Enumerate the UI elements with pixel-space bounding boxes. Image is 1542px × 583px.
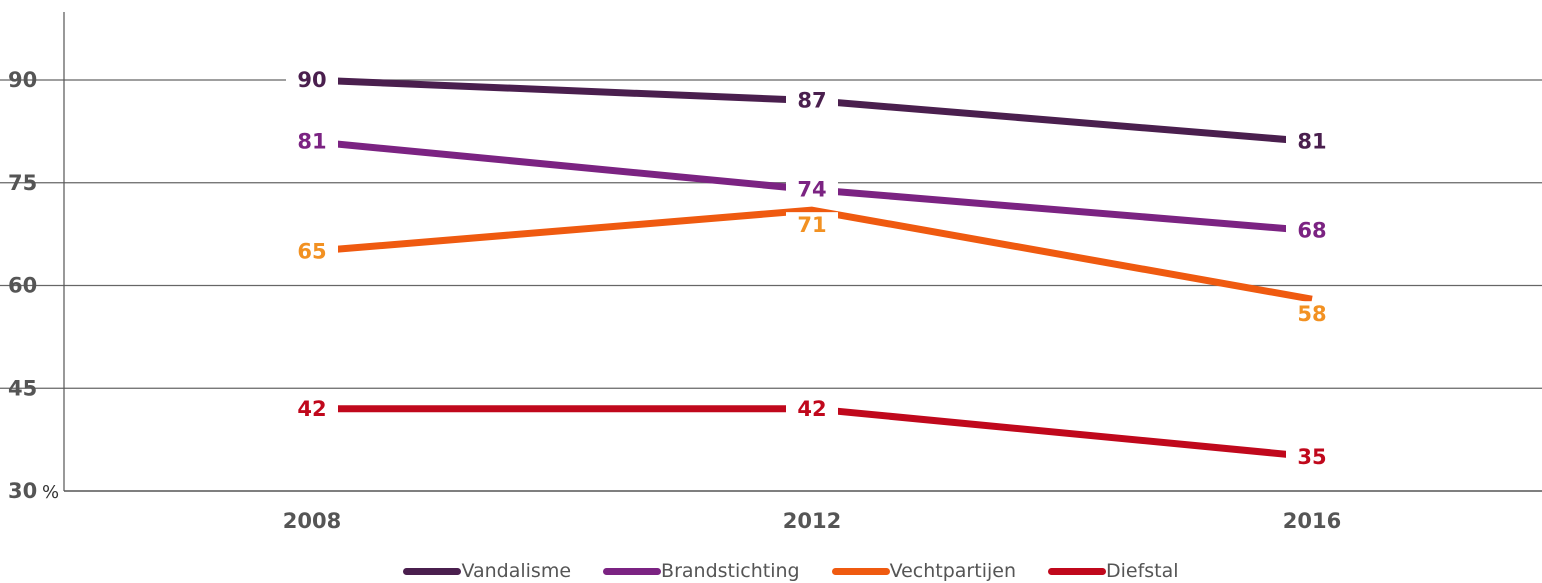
legend: Vandalisme Brandstichting Vechtpartijen Die…: [0, 559, 1542, 583]
data-label-bg: [286, 67, 338, 93]
data-label: 87: [797, 89, 826, 113]
data-label-bg: [1286, 301, 1338, 328]
data-labels: 90 87 81 81 74 68 65 71 58 42 42 35: [286, 67, 1338, 470]
x-tick-label: 2012: [783, 509, 841, 533]
x-tick-label: 2016: [1283, 509, 1341, 533]
legend-label: Vechtpartijen: [889, 560, 1016, 582]
y-tick-label: 60: [8, 274, 37, 298]
data-label-bg: [786, 176, 838, 203]
legend-item-vandalisme: Vandalisme: [403, 560, 571, 582]
y-tick-label: 90: [8, 68, 37, 92]
data-label-bg: [1286, 128, 1338, 155]
data-label-bg: [786, 395, 838, 422]
axes: 30 % 45 60 75 90 2008 2012 2016: [8, 12, 1341, 533]
data-label: 58: [1297, 302, 1326, 326]
data-label-bg: [786, 87, 838, 114]
data-label-bg: [286, 238, 338, 265]
legend-swatch: [403, 567, 462, 575]
data-label: 74: [797, 178, 826, 202]
legend-label: Diefstal: [1105, 560, 1179, 582]
data-label: 81: [297, 130, 326, 154]
legend-swatch: [831, 567, 890, 575]
series-line-vechtpartijen: [311, 206, 1313, 303]
data-label-bg: [1286, 217, 1338, 244]
data-label-bg: [286, 395, 338, 422]
data-label: 35: [1297, 445, 1326, 469]
y-tick-label: 45: [8, 376, 37, 400]
data-label-bg: [286, 128, 338, 155]
data-label: 42: [297, 397, 326, 421]
data-label: 81: [1297, 130, 1326, 154]
legend-item-brandstichting: Brandstichting: [603, 560, 800, 582]
data-label: 65: [297, 239, 326, 263]
y-unit-label: %: [42, 482, 59, 503]
legend-swatch: [603, 567, 662, 575]
legend-label: Vandalisme: [461, 560, 572, 582]
legend-item-diefstal: Diefstal: [1047, 560, 1179, 582]
data-label: 42: [797, 397, 826, 421]
data-label: 71: [797, 213, 826, 237]
data-label-bg: [1286, 443, 1338, 470]
legend-swatch: [1047, 567, 1106, 575]
data-label: 90: [297, 68, 326, 92]
y-tick-label: 30: [8, 479, 37, 503]
legend-label: Brandstichting: [661, 560, 800, 582]
data-label-bg: [786, 212, 838, 239]
data-label: 68: [1297, 219, 1326, 243]
legend-item-vechtpartijen: Vechtpartijen: [831, 560, 1016, 582]
gridlines: [0, 79, 1542, 492]
x-tick-label: 2008: [283, 509, 341, 533]
y-tick-label: 75: [8, 171, 37, 195]
